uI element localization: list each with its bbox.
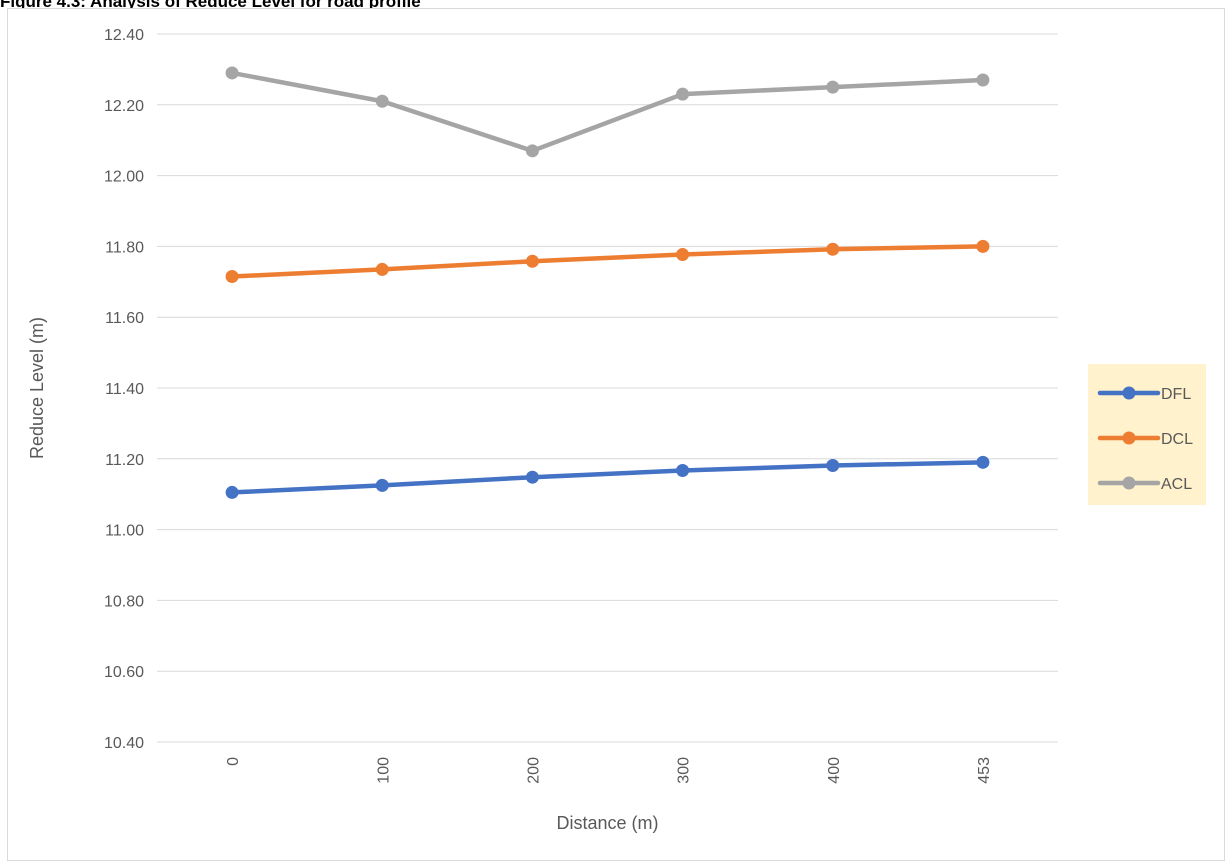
gridlines	[157, 33, 1058, 743]
series-line-dfl	[229, 460, 986, 495]
legend-item-acl: ACL	[1097, 476, 1192, 493]
legend: DFL DCL ACL	[1088, 364, 1206, 505]
x-tick-label: 453	[976, 757, 993, 784]
data-point-acl	[225, 66, 239, 80]
chart-frame	[7, 8, 1225, 861]
x-tick-label: 100	[375, 757, 392, 784]
y-tick-label: 10.40	[104, 735, 144, 752]
data-point-dcl	[676, 248, 690, 262]
data-point-acl	[676, 87, 690, 101]
data-point-dcl	[976, 239, 990, 253]
y-axis-title: Reduce Level (m)	[27, 317, 47, 459]
y-tick-label: 11.60	[105, 310, 144, 327]
data-point-dfl	[225, 485, 239, 499]
y-tick-label: 12.20	[104, 98, 144, 115]
legend-item-dfl: DFL	[1097, 386, 1191, 403]
data-point-dcl	[375, 262, 389, 276]
x-axis-title: Distance (m)	[556, 813, 658, 833]
x-tick-label: 0	[225, 757, 242, 766]
series-line-acl	[229, 70, 986, 154]
y-tick-label: 11.40	[105, 381, 144, 398]
y-tick-label: 11.00	[105, 523, 144, 540]
data-point-acl	[976, 73, 990, 87]
x-tick-label: 300	[676, 757, 693, 784]
x-tick-label: 200	[525, 757, 542, 784]
legend-label: DFL	[1161, 386, 1191, 403]
series-dfl	[225, 455, 990, 499]
series-line-dcl	[229, 244, 986, 279]
y-tick-label: 11.80	[105, 239, 144, 256]
data-point-dcl	[826, 242, 840, 256]
legend-item-dcl: DCL	[1097, 431, 1193, 448]
data-point-dfl	[525, 470, 539, 484]
series-dcl	[225, 239, 990, 283]
legend-swatch-marker	[1122, 386, 1136, 400]
legend-label: DCL	[1161, 431, 1193, 448]
x-tick-label: 400	[826, 757, 843, 784]
figure-caption: Figure 4.3: Analysis of Reduce Level for…	[0, 0, 421, 11]
data-point-dcl	[225, 269, 239, 283]
series-acl	[225, 66, 990, 158]
data-point-acl	[826, 80, 840, 94]
data-point-dfl	[375, 478, 389, 492]
data-point-dfl	[826, 459, 840, 473]
legend-swatch-marker	[1122, 431, 1136, 445]
y-axis-ticks: 10.40 10.60 10.80 11.00 11.20 11.40 11.60 11.80…	[104, 27, 144, 752]
legend-items: DFL DCL ACL	[1097, 386, 1193, 493]
data-point-acl	[375, 94, 389, 108]
y-tick-label: 12.00	[104, 169, 144, 186]
data-point-acl	[525, 144, 539, 158]
y-tick-label: 12.40	[104, 27, 144, 44]
data-point-dfl	[676, 463, 690, 477]
x-axis-ticks: 0 100 200 300 400 453	[225, 757, 993, 784]
y-tick-label: 11.20	[105, 452, 144, 469]
legend-swatch-marker	[1122, 476, 1136, 490]
data-point-dfl	[976, 455, 990, 469]
data-point-dcl	[525, 254, 539, 268]
y-tick-label: 10.60	[104, 664, 144, 681]
y-tick-label: 10.80	[104, 593, 144, 610]
legend-label: ACL	[1161, 476, 1192, 493]
series-lines	[225, 66, 990, 499]
